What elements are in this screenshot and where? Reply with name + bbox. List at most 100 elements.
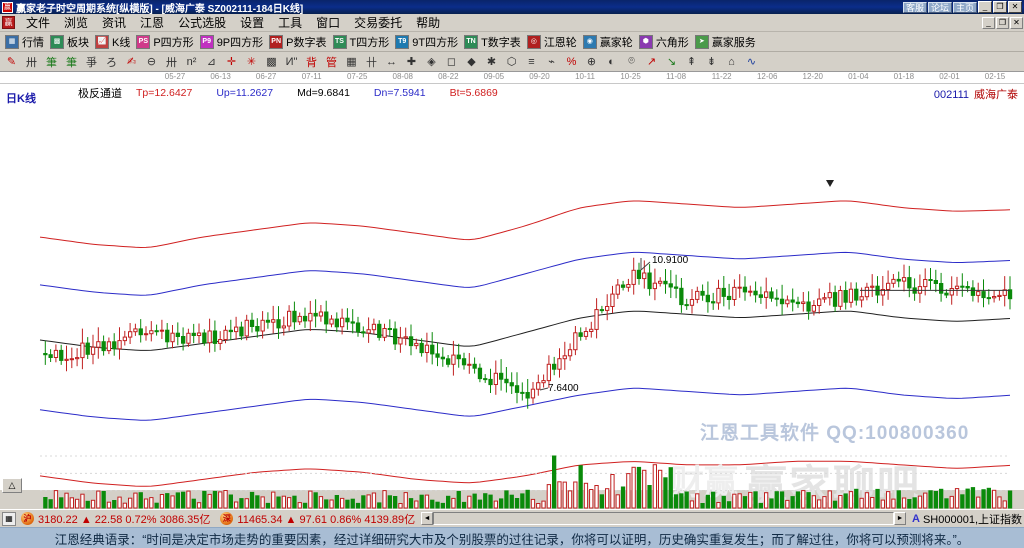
toolbar-t-number-table[interactable]: TN T数字表 xyxy=(462,34,525,50)
menu-gann[interactable]: 江恩 xyxy=(140,16,165,30)
triangle-icon[interactable]: ⊿ xyxy=(206,56,217,68)
page-down-icon[interactable]: ⇟ xyxy=(706,56,717,68)
menu-browse[interactable]: 浏览 xyxy=(64,16,89,30)
wave-icon[interactable]: ⌁ xyxy=(548,56,555,68)
menu-settings[interactable]: 设置 xyxy=(240,16,265,30)
toolbar-9t-square-icon: T9 xyxy=(395,34,410,49)
scroll-right-button[interactable]: ► xyxy=(894,512,906,525)
down-arrow-icon[interactable]: ↘ xyxy=(666,56,677,68)
toolbar-9p-square-icon: P9 xyxy=(199,34,214,49)
price-annotation-low: 7.6400 xyxy=(548,383,579,394)
minimize-button[interactable]: _ xyxy=(978,1,992,13)
rect-icon[interactable]: ◻ xyxy=(446,56,457,68)
grid-icon[interactable]: ▦ xyxy=(2,511,16,526)
date-label: 02-15 xyxy=(984,72,1006,81)
crosshair-circle-icon[interactable]: ✛ xyxy=(226,56,237,68)
toolbar-gann-wheel[interactable]: ◎ 江恩轮 xyxy=(525,34,581,50)
toolbar-sector[interactable]: ▩ 板块 xyxy=(48,34,93,50)
toolbar-t-square[interactable]: TS T四方形 xyxy=(331,34,394,50)
mdi-restore-button[interactable]: ❐ xyxy=(996,16,1009,29)
curve-icon[interactable]: ろ xyxy=(106,56,117,69)
diamond-icon[interactable]: ◈ xyxy=(427,56,436,68)
cycle-icon[interactable]: 背 xyxy=(306,56,317,69)
close-button[interactable]: ✕ xyxy=(1008,1,1022,13)
lines-icon[interactable]: ≡ xyxy=(528,55,535,68)
stock-name: 威海广泰 xyxy=(974,89,1018,101)
fib-lines-icon[interactable]: 卅 xyxy=(166,56,177,69)
ring-icon[interactable]: ⌾ xyxy=(628,55,635,67)
toolbar-winner-service[interactable]: ➤ 赢家服务 xyxy=(693,34,760,50)
toolbar-t-square-icon: TS xyxy=(332,34,347,49)
toolbar-kline[interactable]: 📈 K线 xyxy=(93,34,134,50)
scroll-track[interactable] xyxy=(433,512,894,525)
annotate-icon[interactable]: ✍ xyxy=(126,56,137,68)
mdi-minimize-button[interactable]: _ xyxy=(982,16,995,29)
toolbar-quotes[interactable]: ▦ 行情 xyxy=(3,34,48,50)
menu-file[interactable]: 文件 xyxy=(26,16,51,30)
gann-fan-icon[interactable]: 筆 xyxy=(46,56,57,69)
home-icon[interactable]: ⌂ xyxy=(728,55,735,68)
date-label: 05-27 xyxy=(164,72,186,81)
toolbar-hexagon[interactable]: ⬢ 六角形 xyxy=(637,34,693,50)
mdi-app-icon[interactable] xyxy=(2,16,15,29)
shanghai-index-icon: 沪 xyxy=(21,512,34,525)
mdi-close-button[interactable]: ✕ xyxy=(1010,16,1023,29)
target-icon[interactable]: ⊕ xyxy=(586,56,597,68)
volume-chart-canvas[interactable] xyxy=(0,450,1024,510)
date-label: 06-27 xyxy=(255,72,277,81)
toolbar-p-number-table-icon: PN xyxy=(269,34,284,49)
shanghai-quote[interactable]: 3180.22 ▲ 22.58 0.72% 3086.35亿 xyxy=(38,511,210,527)
gann-quote-text: 江恩经典语录：“时间是决定市场走势的重要因素，经过详细研究大市及个别股票的过往记… xyxy=(54,532,970,547)
status-scrollbar[interactable]: ◄ ► xyxy=(421,512,906,526)
star-icon[interactable]: ✳ xyxy=(246,56,257,68)
indicator-bt: Bt=5.6869 xyxy=(449,87,498,99)
grid-box-icon[interactable]: ▩ xyxy=(266,56,277,68)
add-icon[interactable]: ✚ xyxy=(406,56,417,68)
chart-scale-toggle[interactable]: △ xyxy=(2,478,22,493)
homepage-button[interactable]: 主页 xyxy=(952,1,977,13)
chart-area[interactable]: 05-27 06-13 06-27 07-11 07-25 08-08 08-22 09-05… xyxy=(0,72,1024,544)
main-toolbar: ▦ 行情 ▩ 板块 📈 K线 PS P四方形 P9 9P四方形 PN P数字表 TS T四方形 T9 9T四方… xyxy=(0,32,1024,52)
arrows-icon[interactable]: 卄 xyxy=(366,56,377,69)
menu-trade-order[interactable]: 交易委托 xyxy=(354,16,403,30)
channel-line xyxy=(39,460,1011,487)
toolbar-9t-square[interactable]: T9 9T四方形 xyxy=(393,34,462,50)
zigzag-icon[interactable]: И" xyxy=(285,55,298,68)
measure-icon[interactable]: ↔ xyxy=(386,55,397,68)
gann-grid-icon[interactable]: 筆 xyxy=(66,56,77,69)
hexagon-tool-icon[interactable]: ⬡ xyxy=(506,56,517,68)
price-chart-canvas[interactable]: $ xyxy=(0,72,1024,490)
menu-help[interactable]: 帮助 xyxy=(416,16,441,30)
up-arrow-icon[interactable]: ↗ xyxy=(646,56,657,68)
shenzhen-quote[interactable]: 11465.34 ▲ 97.61 0.86% 4139.89亿 xyxy=(237,511,415,527)
half-circle-icon[interactable]: ◐ xyxy=(608,55,615,68)
toolbar-p-square[interactable]: PS P四方形 xyxy=(134,34,197,50)
menu-tools[interactable]: 工具 xyxy=(278,16,303,30)
percent-icon[interactable]: % xyxy=(566,55,577,68)
annotation-leader-line xyxy=(539,387,549,391)
toolbar-9p-square[interactable]: P9 9P四方形 xyxy=(198,34,267,50)
date-label: 08-08 xyxy=(392,72,413,81)
square-number-icon[interactable]: n² xyxy=(186,55,197,68)
sine-wave-icon[interactable]: ∿ xyxy=(746,56,757,68)
current-index-display[interactable]: A SH000001,上证指数 xyxy=(906,511,1022,527)
menu-window[interactable]: 窗口 xyxy=(316,16,341,30)
period-icon[interactable]: 管 xyxy=(326,56,337,69)
parallel-lines-icon[interactable]: 卅 xyxy=(26,56,37,69)
menu-formula-stock-pick[interactable]: 公式选股 xyxy=(178,16,227,30)
fill-icon[interactable]: ◆ xyxy=(467,56,476,68)
asterisk-icon[interactable]: ✱ xyxy=(486,56,497,68)
forum-button[interactable]: 论坛 xyxy=(927,1,952,13)
toolbar-9t-square-label: 9T四方形 xyxy=(412,36,459,49)
page-up-icon[interactable]: ⇞ xyxy=(686,56,697,68)
trend-channel-icon[interactable]: 爭 xyxy=(86,56,97,69)
table-icon[interactable]: ▦ xyxy=(346,56,357,68)
scroll-left-button[interactable]: ◄ xyxy=(421,512,434,525)
ellipse-icon[interactable]: ⊖ xyxy=(146,56,157,68)
customer-service-button[interactable]: 客服 xyxy=(902,1,927,13)
draw-pen-icon[interactable]: ✎ xyxy=(6,56,17,68)
menu-info[interactable]: 资讯 xyxy=(102,16,127,30)
restore-button[interactable]: ❐ xyxy=(993,1,1007,13)
toolbar-winner-wheel[interactable]: ◉ 赢家轮 xyxy=(581,34,637,50)
toolbar-p-number-table[interactable]: PN P数字表 xyxy=(267,34,330,50)
